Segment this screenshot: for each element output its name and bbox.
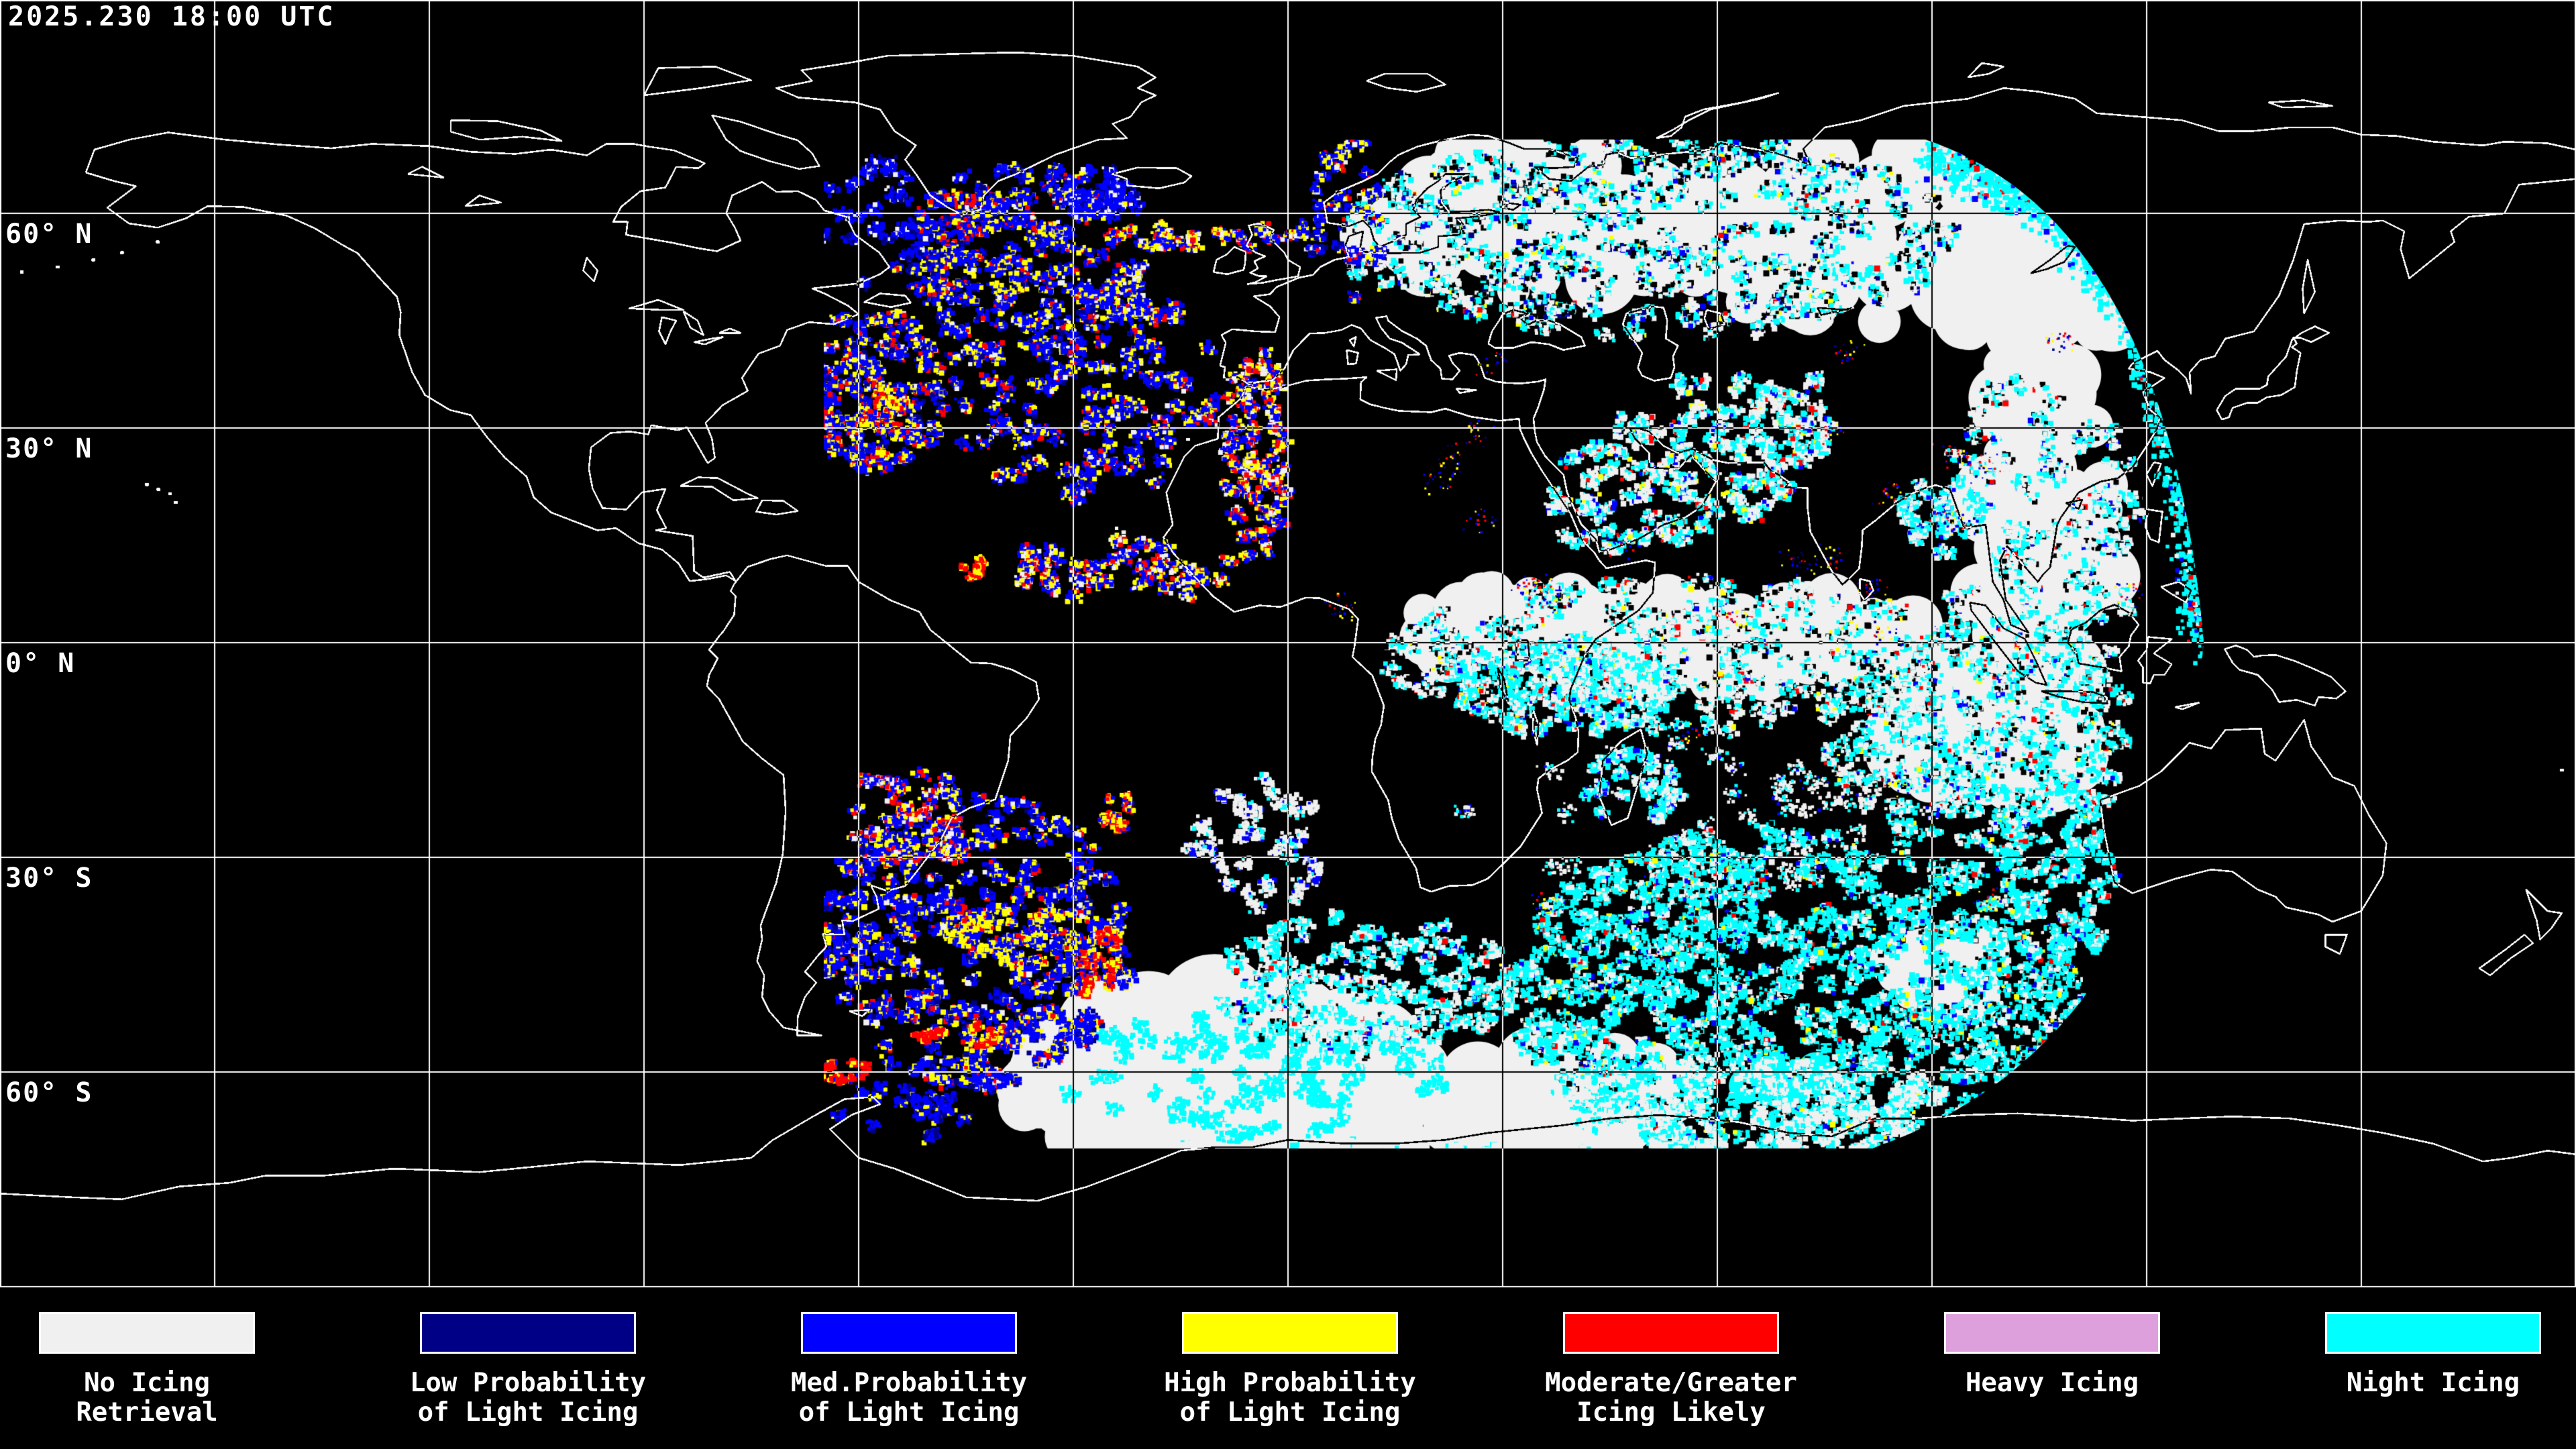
latitude-label: 60° S	[5, 1077, 93, 1108]
legend-swatch	[1563, 1312, 1779, 1354]
latitude-label: 30° S	[5, 863, 93, 894]
legend-swatch	[1944, 1312, 2160, 1354]
legend-label: No Icing Retrieval	[0, 1368, 337, 1428]
timestamp: 2025.230 18:00 UTC	[8, 1, 335, 32]
legend-swatch	[420, 1312, 636, 1354]
legend-label-line: of Light Icing	[798, 1397, 1020, 1428]
legend-item: No Icing Retrieval	[0, 1288, 337, 1449]
legend-label-line: Med.Probability	[790, 1368, 1028, 1398]
legend-label-line: Retrieval	[76, 1397, 218, 1428]
latitude-label: 60° N	[5, 219, 93, 250]
legend-label-line: Heavy Icing	[1965, 1368, 2139, 1398]
legend-label: Heavy Icing	[1862, 1368, 2243, 1398]
legend-swatch	[1182, 1312, 1398, 1354]
legend-label: Low Probability of Light Icing	[337, 1368, 718, 1428]
legend-bar: No Icing Retrieval Low Probability of Light…	[0, 1288, 2576, 1449]
legend-swatch	[801, 1312, 1017, 1354]
latitude-label: 0° N	[5, 648, 76, 679]
legend-item: Low Probability of Light Icing	[337, 1288, 718, 1449]
legend-label: High Probability of Light Icing	[1099, 1368, 1481, 1428]
legend-swatch	[2325, 1312, 2541, 1354]
legend-item: Night Icing	[2243, 1288, 2576, 1449]
legend-swatch	[39, 1312, 255, 1354]
legend-item: High Probability of Light Icing	[1099, 1288, 1481, 1449]
legend-label: Moderate/Greater Icing Likely	[1481, 1368, 1862, 1428]
legend-label-line: Icing Likely	[1576, 1397, 1766, 1428]
legend-label-line: Low Probability	[409, 1368, 647, 1398]
legend-item: Moderate/Greater Icing Likely	[1481, 1288, 1862, 1449]
legend-item: Med.Probability of Light Icing	[718, 1288, 1099, 1449]
legend-label: Night Icing	[2243, 1368, 2576, 1398]
latitude-label: 30° N	[5, 433, 93, 464]
legend-item: Heavy Icing	[1862, 1288, 2243, 1449]
legend-label-line: Moderate/Greater	[1545, 1368, 1797, 1398]
legend-label-line: No Icing	[84, 1368, 210, 1398]
legend-label-line: of Light Icing	[1179, 1397, 1401, 1428]
legend-label-line: of Light Icing	[417, 1397, 639, 1428]
legend-label: Med.Probability of Light Icing	[718, 1368, 1099, 1428]
world-map-canvas	[0, 0, 2576, 1288]
legend-label-line: Night Icing	[2346, 1368, 2520, 1398]
legend-label-line: High Probability	[1164, 1368, 1416, 1398]
